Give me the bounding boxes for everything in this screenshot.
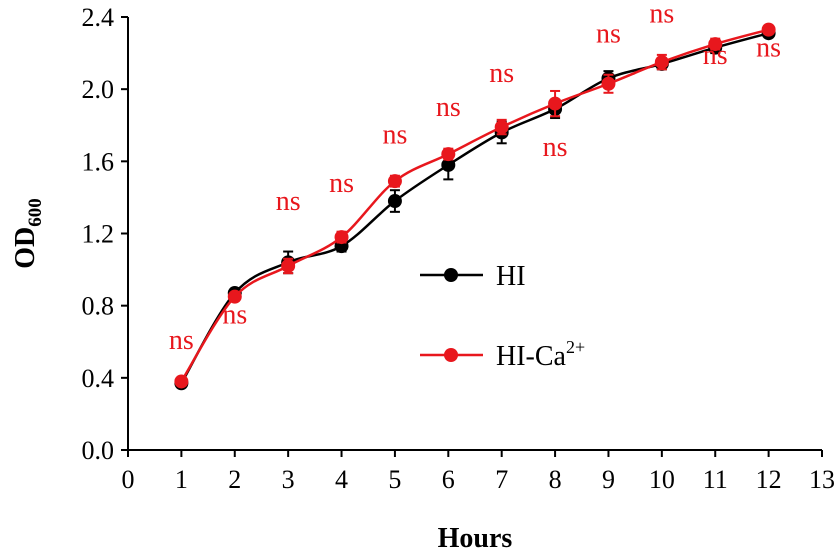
ns-label: ns [703,40,728,71]
legend-label-superscript: 2+ [566,337,585,357]
ns-label: ns [543,132,568,163]
x-tick-label: 10 [649,465,675,494]
legend: HI HI-Ca2+ [420,261,585,372]
y-axis-title-subscript: 600 [25,198,46,227]
ns-label: ns [756,33,781,64]
data-point [281,258,296,273]
series-hi-ca [174,22,776,389]
x-tick-label: 8 [549,465,562,494]
legend-label: HI-Ca2+ [496,337,585,372]
x-tick-label: 0 [122,465,135,494]
x-tick-label: 13 [809,465,835,494]
x-tick-label: 9 [602,465,615,494]
y-axis-title: OD600 [10,198,46,269]
legend-marker [444,348,458,362]
y-tick-label: 1.2 [82,220,115,249]
data-point [334,230,349,245]
ns-label: ns [649,0,674,29]
x-tick-label: 7 [495,465,508,494]
x-tick-label: 11 [703,465,728,494]
data-point [654,55,669,70]
ns-label: ns [382,119,407,150]
x-axis-title: Hours [438,523,513,554]
ns-label: ns [169,325,194,356]
series-line [180,32,769,384]
x-tick-label: 4 [335,465,348,494]
legend-marker [444,268,458,282]
data-point [494,120,509,135]
y-tick-label: 0.0 [82,436,115,465]
ns-label: ns [329,168,354,199]
y-tick-label: 1.6 [82,147,115,176]
data-point [227,289,242,304]
x-tick-label: 1 [175,465,188,494]
data-point [174,374,189,389]
ns-label: ns [222,300,247,331]
legend-label: HI [496,261,526,292]
data-point [441,157,456,172]
data-point [601,76,616,91]
plot-area [174,22,776,391]
data-point [548,96,563,111]
data-point [708,37,723,52]
x-tick-label: 2 [228,465,241,494]
legend-label-text: HI-Ca [496,341,567,372]
legend-label-text: HI [496,261,526,292]
ns-label: ns [489,58,514,89]
y-axis-title-main: OD [10,227,41,269]
series-hi [174,26,776,391]
data-point [387,174,402,189]
series-line [180,28,769,383]
data-point [387,194,402,209]
x-tick-label: 6 [442,465,455,494]
y-tick-label: 0.8 [82,292,115,321]
ns-label: ns [436,92,461,123]
data-point [761,22,776,37]
data-point [441,147,456,162]
legend-item-hi: HI [420,261,526,292]
x-tick-label: 5 [388,465,401,494]
ns-label: ns [596,18,621,49]
x-tick-label: 3 [282,465,295,494]
axes: 0.00.40.81.21.62.02.40 1 2 3 4 5 6 7 8 9 10 11 12 13H… [10,3,835,554]
legend-item-hi-ca: HI-Ca2+ [420,337,585,372]
y-tick-label: 2.0 [82,75,115,104]
ns-label: ns [276,186,301,217]
y-tick-label: 0.4 [82,364,115,393]
y-tick-label: 2.4 [82,3,115,32]
x-tick-label: 12 [756,465,782,494]
